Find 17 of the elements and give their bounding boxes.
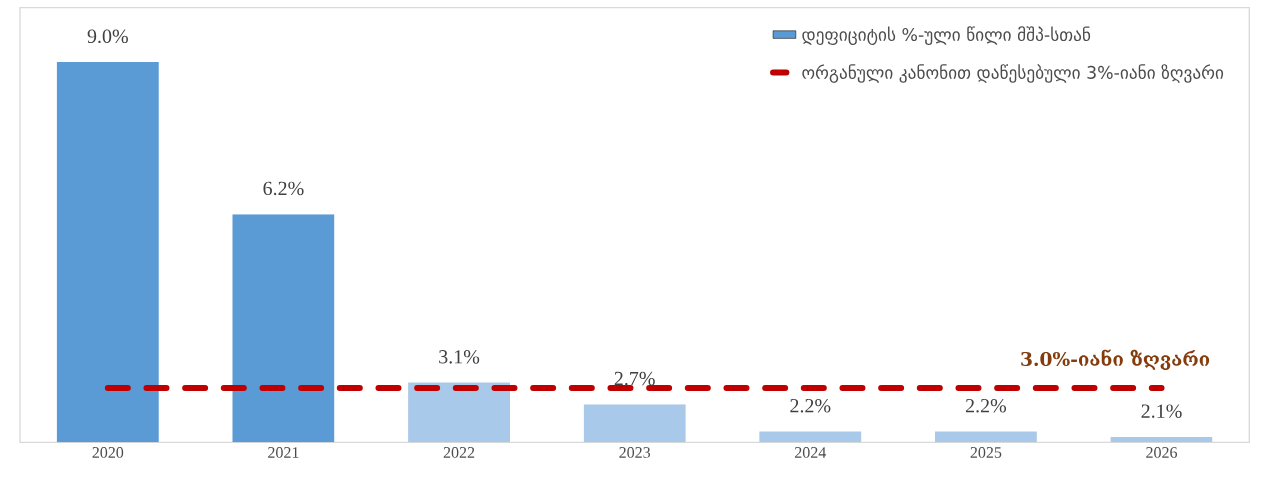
x-tick-label: 2020 (92, 447, 124, 458)
data-label: 3.1% (439, 350, 480, 364)
x-tick-label: 2026 (1146, 447, 1178, 458)
data-label: 6.2% (263, 181, 304, 196)
x-tick-label: 2025 (970, 447, 1002, 458)
data-label: 9.0% (87, 29, 128, 44)
x-tick-label: 2022 (443, 447, 475, 458)
x-tick-label: 2024 (795, 447, 827, 458)
data-label: 2.2% (790, 398, 831, 413)
x-tick-label: 2021 (268, 447, 299, 458)
legend-label: დეფიციტის %-ული წილი მშპ-სთან (802, 26, 1091, 45)
legend-label: ორგანული კანონით დაწესებული 3%-იანი ზღვარი (802, 64, 1224, 83)
annotation: 3.0%-იანი ზღვარი (1021, 349, 1210, 370)
data-label: 2.1% (1141, 404, 1182, 418)
data-label: 2.7% (614, 371, 655, 386)
x-tick-label: 2023 (619, 447, 651, 458)
data-label: 2.2% (965, 398, 1007, 413)
